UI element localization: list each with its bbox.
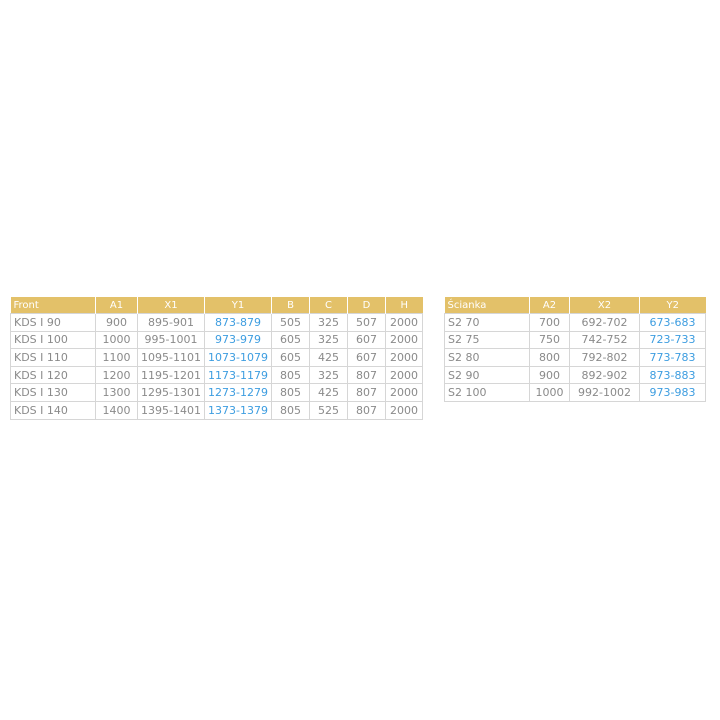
value-cell: 1300 — [95, 383, 138, 402]
model-name-cell: S2 90 — [444, 365, 530, 385]
column-header: X2 — [569, 297, 640, 314]
value-cell: 1273-1279 — [204, 383, 272, 402]
value-cell: 805 — [271, 365, 310, 385]
table-row: KDS I 130 1300 1295-1301 1273-1279 805 425 807… — [10, 383, 423, 402]
column-header: B — [271, 297, 310, 314]
table-row: S2 90 900 892-902 873-883 — [444, 365, 706, 385]
value-cell: 425 — [309, 383, 348, 402]
value-cell: 2000 — [385, 348, 423, 367]
value-cell: 605 — [271, 330, 310, 350]
value-cell: 1295-1301 — [137, 383, 205, 402]
table-header-row: Front A1 X1 Y1 B C D H — [10, 297, 423, 314]
column-header: Front — [10, 297, 96, 314]
value-cell: 505 — [271, 313, 310, 332]
value-cell: 2000 — [385, 365, 423, 385]
table-row: S2 70 700 692-702 673-683 — [444, 313, 706, 332]
table-row: S2 80 800 792-802 773-783 — [444, 348, 706, 367]
model-name-cell: S2 80 — [444, 348, 530, 367]
value-cell: 900 — [95, 313, 138, 332]
value-cell: 900 — [529, 365, 570, 385]
value-cell: 1195-1201 — [137, 365, 205, 385]
model-name-cell: KDS I 140 — [10, 400, 96, 420]
model-name-cell: S2 100 — [444, 383, 530, 402]
value-cell: 1400 — [95, 400, 138, 420]
value-cell: 773-783 — [639, 348, 706, 367]
column-header: A2 — [529, 297, 570, 314]
value-cell: 892-902 — [569, 365, 640, 385]
table-row: S2 75 750 742-752 723-733 — [444, 330, 706, 350]
column-header: Y1 — [204, 297, 272, 314]
value-cell: 973-983 — [639, 383, 706, 402]
value-cell: 995-1001 — [137, 330, 205, 350]
value-cell: 1095-1101 — [137, 348, 205, 367]
table-row: KDS I 110 1100 1095-1101 1073-1079 605 425 607… — [10, 348, 423, 367]
column-header: D — [347, 297, 386, 314]
value-cell: 800 — [529, 348, 570, 367]
value-cell: 673-683 — [639, 313, 706, 332]
model-name-cell: S2 70 — [444, 313, 530, 332]
value-cell: 723-733 — [639, 330, 706, 350]
value-cell: 1100 — [95, 348, 138, 367]
value-cell: 805 — [271, 400, 310, 420]
value-cell: 605 — [271, 348, 310, 367]
value-cell: 2000 — [385, 383, 423, 402]
column-header: H — [385, 297, 423, 314]
model-name-cell: KDS I 130 — [10, 383, 96, 402]
value-cell: 700 — [529, 313, 570, 332]
value-cell: 1373-1379 — [204, 400, 272, 420]
value-cell: 873-883 — [639, 365, 706, 385]
value-cell: 895-901 — [137, 313, 205, 332]
value-cell: 805 — [271, 383, 310, 402]
value-cell: 1073-1079 — [204, 348, 272, 367]
column-header: Y2 — [639, 297, 706, 314]
value-cell: 973-979 — [204, 330, 272, 350]
value-cell: 607 — [347, 348, 386, 367]
value-cell: 325 — [309, 313, 348, 332]
value-cell: 992-1002 — [569, 383, 640, 402]
table-row: KDS I 120 1200 1195-1201 1173-1179 805 325 807… — [10, 365, 423, 385]
value-cell: 1000 — [529, 383, 570, 402]
table-header-row: Ścianka A2 X2 Y2 — [444, 297, 706, 314]
column-header: X1 — [137, 297, 205, 314]
wall-dimensions-table: Ścianka A2 X2 Y2 S2 70 700 692-702 673-683 S2 7… — [444, 297, 706, 402]
value-cell: 2000 — [385, 313, 423, 332]
value-cell: 325 — [309, 330, 348, 350]
column-header: A1 — [95, 297, 138, 314]
model-name-cell: KDS I 110 — [10, 348, 96, 367]
value-cell: 1000 — [95, 330, 138, 350]
model-name-cell: S2 75 — [444, 330, 530, 350]
value-cell: 807 — [347, 383, 386, 402]
value-cell: 2000 — [385, 330, 423, 350]
value-cell: 507 — [347, 313, 386, 332]
value-cell: 2000 — [385, 400, 423, 420]
value-cell: 1200 — [95, 365, 138, 385]
value-cell: 873-879 — [204, 313, 272, 332]
table-row: KDS I 100 1000 995-1001 973-979 605 325 607 200… — [10, 330, 423, 350]
value-cell: 425 — [309, 348, 348, 367]
column-header: C — [309, 297, 348, 314]
table-row: KDS I 140 1400 1395-1401 1373-1379 805 525 807… — [10, 400, 423, 420]
table-row: S2 100 1000 992-1002 973-983 — [444, 383, 706, 402]
value-cell: 692-702 — [569, 313, 640, 332]
model-name-cell: KDS I 100 — [10, 330, 96, 350]
value-cell: 750 — [529, 330, 570, 350]
value-cell: 525 — [309, 400, 348, 420]
value-cell: 807 — [347, 365, 386, 385]
front-dimensions-table: Front A1 X1 Y1 B C D H KDS I 90 900 895-901 873-87… — [10, 297, 423, 420]
column-header: Ścianka — [444, 297, 530, 314]
value-cell: 742-752 — [569, 330, 640, 350]
table-row: KDS I 90 900 895-901 873-879 505 325 507 2000 — [10, 313, 423, 332]
value-cell: 607 — [347, 330, 386, 350]
value-cell: 792-802 — [569, 348, 640, 367]
model-name-cell: KDS I 120 — [10, 365, 96, 385]
value-cell: 1395-1401 — [137, 400, 205, 420]
value-cell: 807 — [347, 400, 386, 420]
value-cell: 1173-1179 — [204, 365, 272, 385]
model-name-cell: KDS I 90 — [10, 313, 96, 332]
value-cell: 325 — [309, 365, 348, 385]
